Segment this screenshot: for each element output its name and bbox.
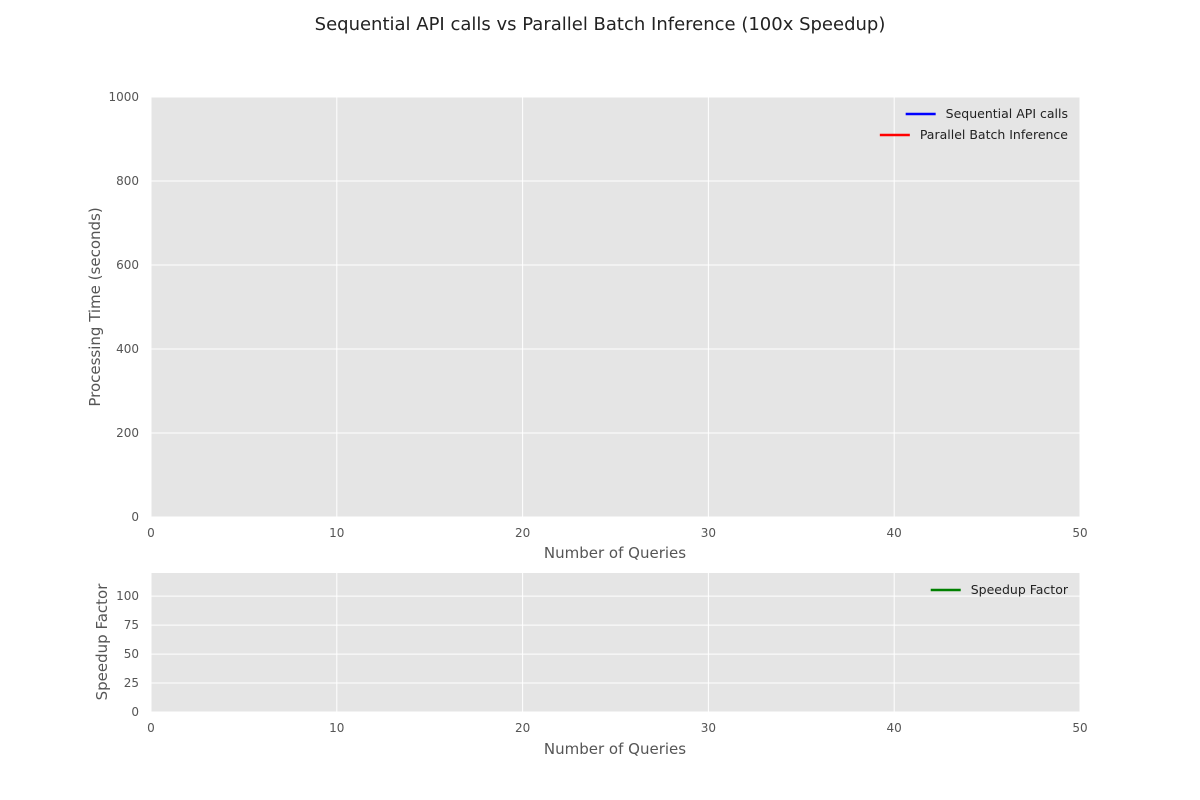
processing-time-x-axis-label: Number of Queries [544, 544, 686, 562]
processing-time-x-tick-label: 40 [887, 526, 902, 540]
processing-time-x-tick-label: 30 [701, 526, 716, 540]
speedup-y-tick-label: 100 [116, 589, 139, 603]
processing-time-grid [150, 96, 1081, 518]
processing-time-y-tick-label: 800 [116, 174, 139, 188]
speedup-x-tick-label: 10 [329, 721, 344, 735]
speedup-panel: 0 10 20 30 40 50 0 25 50 75 100 Number of Queries… [93, 573, 1088, 758]
processing-time-y-ticks: 0 200 400 600 800 1000 [108, 90, 139, 524]
speedup-x-tick-label: 50 [1072, 721, 1087, 735]
processing-time-y-tick-label: 1000 [108, 90, 139, 104]
processing-time-x-tick-label: 0 [147, 526, 155, 540]
processing-time-panel: 0 10 20 30 40 50 0 200 400 600 800 1000 Number of … [86, 90, 1088, 562]
speedup-y-tick-label: 25 [124, 676, 139, 690]
speedup-plot-area [151, 573, 1080, 712]
speedup-y-axis-label: Speedup Factor [93, 583, 111, 701]
processing-time-y-tick-label: 400 [116, 342, 139, 356]
speedup-legend-label: Speedup Factor [971, 582, 1069, 597]
processing-time-y-axis-label: Processing Time (seconds) [86, 207, 104, 406]
speedup-y-tick-label: 0 [131, 705, 139, 719]
speedup-y-tick-label: 75 [124, 618, 139, 632]
processing-time-legend-label: Sequential API calls [946, 106, 1068, 121]
speedup-x-tick-label: 0 [147, 721, 155, 735]
speedup-x-tick-label: 40 [887, 721, 902, 735]
processing-time-x-ticks: 0 10 20 30 40 50 [147, 526, 1087, 540]
processing-time-legend-label: Parallel Batch Inference [920, 127, 1068, 142]
speedup-x-axis-label: Number of Queries [544, 740, 686, 758]
chart-title: Sequential API calls vs Parallel Batch I… [315, 14, 886, 35]
processing-time-x-tick-label: 20 [515, 526, 530, 540]
speedup-x-tick-label: 20 [515, 721, 530, 735]
processing-time-y-tick-label: 0 [131, 510, 139, 524]
processing-time-y-tick-label: 600 [116, 258, 139, 272]
speedup-grid [150, 573, 1081, 713]
processing-time-y-tick-label: 200 [116, 426, 139, 440]
speedup-y-tick-label: 50 [124, 647, 139, 661]
processing-time-legend: Sequential API calls Parallel Batch Infer… [879, 106, 1068, 142]
speedup-legend: Speedup Factor [930, 582, 1069, 597]
speedup-y-ticks: 0 25 50 75 100 [116, 589, 139, 719]
processing-time-x-tick-label: 50 [1072, 526, 1087, 540]
processing-time-plot-area [151, 97, 1080, 517]
speedup-x-tick-label: 30 [701, 721, 716, 735]
processing-time-x-tick-label: 10 [329, 526, 344, 540]
speedup-x-ticks: 0 10 20 30 40 50 [147, 721, 1087, 735]
